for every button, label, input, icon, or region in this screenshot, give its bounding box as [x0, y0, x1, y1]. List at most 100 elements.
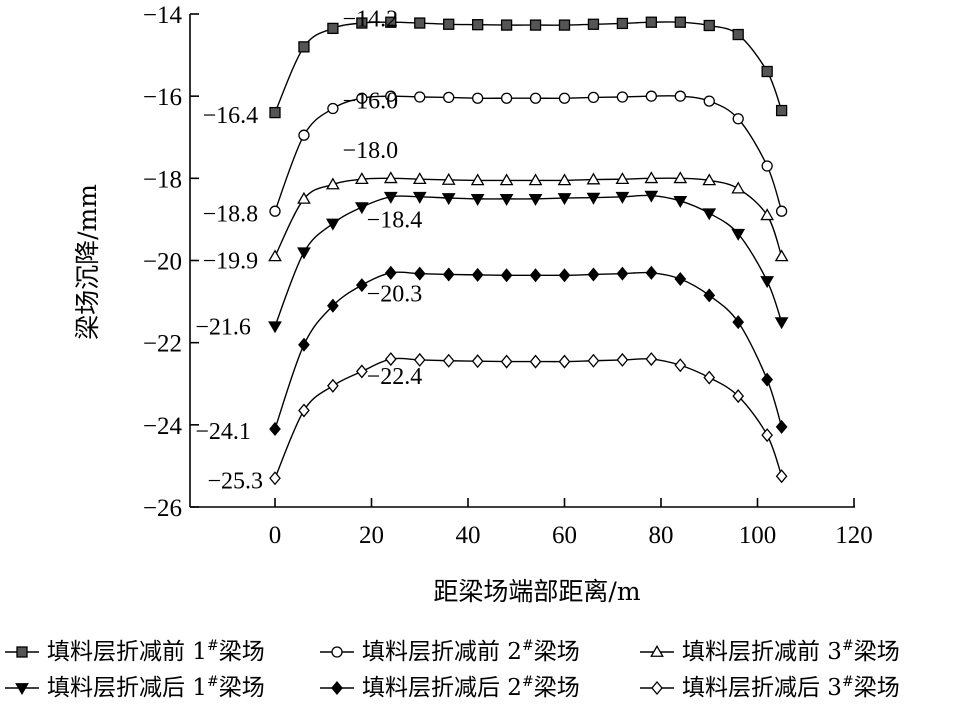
data-point	[774, 249, 789, 262]
legend-label: 填料层折减后 2#梁场	[362, 674, 580, 701]
data-label: −24.1	[195, 419, 251, 445]
data-label: −18.8	[203, 201, 259, 227]
data-point	[385, 90, 397, 102]
data-point	[703, 19, 715, 32]
data-point	[499, 193, 514, 206]
legend-label: 填料层折减前 3#梁场	[682, 638, 900, 665]
data-point	[761, 372, 773, 387]
legend-item: 填料层折减后 2#梁场	[320, 674, 580, 701]
data-point	[703, 370, 716, 385]
series-group	[268, 16, 789, 486]
data-label: −18.4	[367, 208, 423, 234]
data-point	[557, 193, 572, 206]
data-point	[529, 354, 542, 369]
legend-item: 填料层折减前 2#梁场	[320, 638, 580, 665]
data-point	[268, 249, 282, 262]
data-point	[673, 196, 688, 208]
series-4	[268, 190, 789, 334]
data-point	[587, 18, 600, 30]
legend-label: 填料层折减后 3#梁场	[682, 674, 900, 701]
data-point	[384, 352, 397, 367]
data-point	[500, 354, 513, 369]
data-point	[761, 160, 773, 172]
data-point	[760, 276, 775, 289]
data-point	[268, 321, 282, 334]
data-label: −20.3	[367, 282, 423, 308]
legend-label: 填料层折减前 2#梁场	[362, 638, 580, 665]
data-point	[327, 22, 339, 35]
data-point	[529, 92, 542, 104]
x-tick-label: 20	[359, 522, 384, 549]
data-point	[269, 421, 281, 436]
data-point	[326, 177, 340, 190]
data-point	[413, 266, 426, 281]
data-point	[732, 28, 744, 41]
data-point	[529, 19, 542, 31]
data-point	[327, 298, 339, 313]
data-point	[269, 205, 281, 217]
data-point	[761, 65, 773, 78]
y-tick-label: −24	[143, 413, 183, 440]
x-tick-label: 40	[456, 522, 481, 549]
x-tick-label: 80	[649, 522, 674, 549]
data-label: −14.2	[343, 6, 399, 32]
data-point	[414, 91, 426, 103]
data-point	[326, 218, 340, 231]
data-point	[385, 16, 397, 28]
data-point	[356, 278, 368, 293]
data-point	[615, 172, 630, 185]
data-point	[443, 91, 455, 104]
data-point	[442, 267, 455, 282]
data-point	[645, 352, 658, 367]
series-line	[274, 177, 783, 257]
data-point	[558, 354, 571, 369]
data-point	[703, 288, 716, 303]
axes: −14 −16 −18 −20 −22 −24 −26 0 20 40 60 80 100 120	[143, 2, 873, 549]
data-point	[732, 315, 745, 330]
data-point	[674, 358, 687, 373]
data-point	[327, 102, 339, 115]
data-point	[760, 208, 775, 221]
y-tick-label: −16	[143, 84, 182, 111]
x-tick-label: 0	[269, 522, 282, 549]
data-point	[442, 353, 455, 368]
data-point	[471, 354, 484, 369]
data-label: −16.0	[343, 88, 399, 114]
data-point	[761, 428, 773, 443]
data-point	[383, 191, 398, 204]
data-point	[616, 352, 629, 367]
data-point	[412, 172, 427, 185]
data-point	[356, 92, 368, 104]
x-tick-label: 120	[835, 522, 873, 549]
series-3	[268, 171, 789, 262]
data-point	[441, 193, 456, 206]
data-point	[673, 171, 688, 184]
data-point	[470, 193, 485, 206]
data-point	[298, 337, 310, 352]
data-point	[732, 113, 744, 125]
data-point	[702, 208, 717, 221]
data-point	[731, 181, 746, 194]
legend-item: 填料层折减前 1#梁场	[5, 638, 265, 665]
y-tick-label: −18	[143, 166, 182, 193]
data-point	[586, 192, 601, 205]
data-point	[674, 90, 686, 102]
x-axis-title: 距梁场端部距离/m	[433, 577, 640, 606]
data-label: −19.9	[203, 249, 259, 275]
data-point	[356, 17, 368, 29]
data-point	[269, 106, 281, 119]
legend-marker	[16, 646, 28, 658]
legend-marker	[650, 644, 664, 657]
data-point	[732, 389, 745, 404]
data-point	[297, 191, 311, 204]
data-point	[500, 92, 513, 104]
data-point	[674, 271, 687, 287]
data-point	[702, 173, 717, 186]
data-point	[644, 171, 659, 184]
annotations-group: −14.2 −16.4 −16.0 −18.0 −18.8 −19.9 −18.4 −21.6…	[195, 6, 422, 494]
data-point	[528, 193, 543, 206]
data-point	[775, 419, 788, 434]
data-point	[471, 19, 484, 31]
legend-marker	[15, 683, 29, 696]
